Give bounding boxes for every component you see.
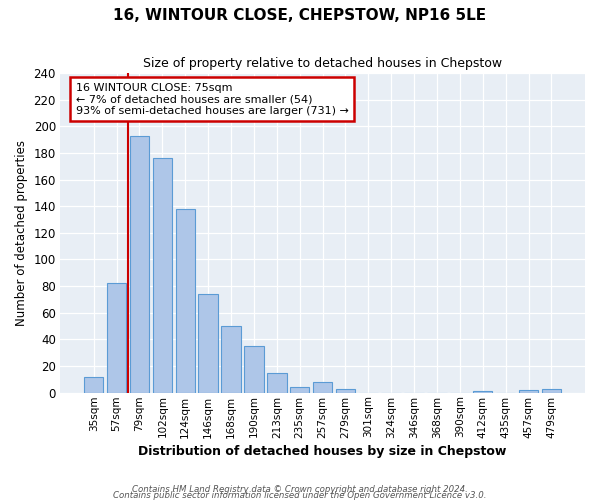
Bar — [84, 376, 103, 392]
Text: 16, WINTOUR CLOSE, CHEPSTOW, NP16 5LE: 16, WINTOUR CLOSE, CHEPSTOW, NP16 5LE — [113, 8, 487, 22]
Bar — [290, 388, 310, 392]
Text: Contains HM Land Registry data © Crown copyright and database right 2024.: Contains HM Land Registry data © Crown c… — [132, 485, 468, 494]
Bar — [336, 388, 355, 392]
Bar — [313, 382, 332, 392]
X-axis label: Distribution of detached houses by size in Chepstow: Distribution of detached houses by size … — [139, 444, 507, 458]
Bar — [107, 284, 126, 393]
Bar — [244, 346, 263, 393]
Bar — [267, 372, 287, 392]
Bar — [152, 158, 172, 392]
Bar — [221, 326, 241, 392]
Bar — [199, 294, 218, 392]
Text: Contains public sector information licensed under the Open Government Licence v3: Contains public sector information licen… — [113, 491, 487, 500]
Bar — [542, 388, 561, 392]
Title: Size of property relative to detached houses in Chepstow: Size of property relative to detached ho… — [143, 58, 502, 70]
Bar — [176, 209, 195, 392]
Y-axis label: Number of detached properties: Number of detached properties — [15, 140, 28, 326]
Text: 16 WINTOUR CLOSE: 75sqm
← 7% of detached houses are smaller (54)
93% of semi-det: 16 WINTOUR CLOSE: 75sqm ← 7% of detached… — [76, 82, 349, 116]
Bar — [519, 390, 538, 392]
Bar — [130, 136, 149, 392]
